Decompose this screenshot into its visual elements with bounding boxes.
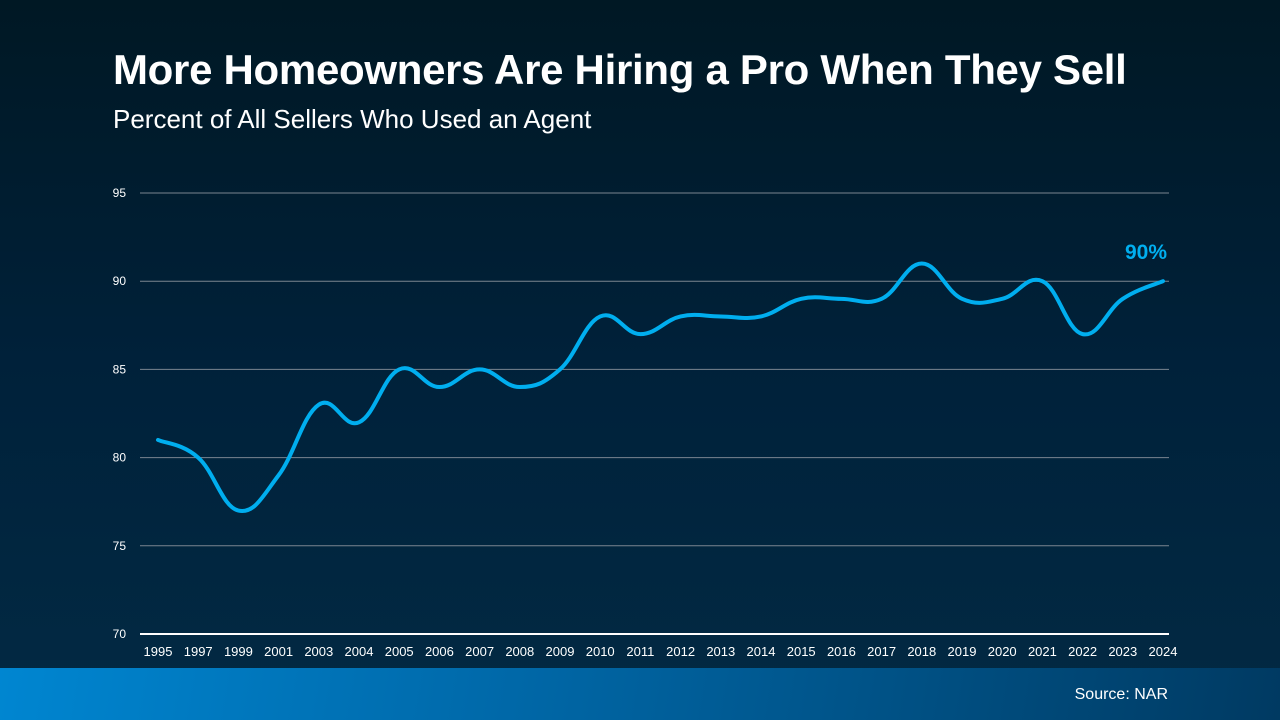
x-tick-label: 2021 (1028, 644, 1057, 659)
x-tick-label: 2022 (1068, 644, 1097, 659)
x-tick-label: 2015 (787, 644, 816, 659)
x-tick-label: 2019 (948, 644, 977, 659)
y-tick-label: 85 (113, 362, 127, 376)
x-tick-label: 2007 (465, 644, 494, 659)
chart-title: More Homeowners Are Hiring a Pro When Th… (113, 46, 1127, 93)
source-label: Source: NAR (1074, 686, 1168, 703)
x-tick-label: 2005 (385, 644, 414, 659)
y-tick-label: 75 (113, 539, 127, 553)
x-tick-label: 2004 (345, 644, 374, 659)
x-tick-label: 2012 (666, 644, 695, 659)
x-tick-label: 2024 (1149, 644, 1178, 659)
x-tick-label: 2010 (586, 644, 615, 659)
x-tick-label: 2001 (264, 644, 293, 659)
x-tick-label: 2008 (505, 644, 534, 659)
y-tick-label: 80 (113, 451, 127, 465)
x-tick-label: 2009 (546, 644, 575, 659)
footer-bar (0, 668, 1280, 720)
x-tick-label: 1999 (224, 644, 253, 659)
x-tick-label: 1995 (144, 644, 173, 659)
y-tick-label: 95 (113, 186, 127, 200)
x-tick-label: 1997 (184, 644, 213, 659)
x-tick-label: 2018 (907, 644, 936, 659)
x-tick-label: 2003 (304, 644, 333, 659)
x-tick-label: 2013 (706, 644, 735, 659)
x-tick-label: 2020 (988, 644, 1017, 659)
series-line (156, 261, 1165, 513)
x-tick-label: 2016 (827, 644, 856, 659)
x-tick-label: 2006 (425, 644, 454, 659)
x-tick-label: 2017 (867, 644, 896, 659)
x-tick-label: 2023 (1108, 644, 1137, 659)
y-tick-label: 70 (113, 627, 127, 641)
data-label: 90% (1125, 241, 1167, 264)
x-tick-label: 2011 (626, 644, 654, 659)
chart-subtitle: Percent of All Sellers Who Used an Agent (113, 104, 592, 134)
x-tick-label: 2014 (747, 644, 776, 659)
y-tick-label: 90 (113, 274, 127, 288)
